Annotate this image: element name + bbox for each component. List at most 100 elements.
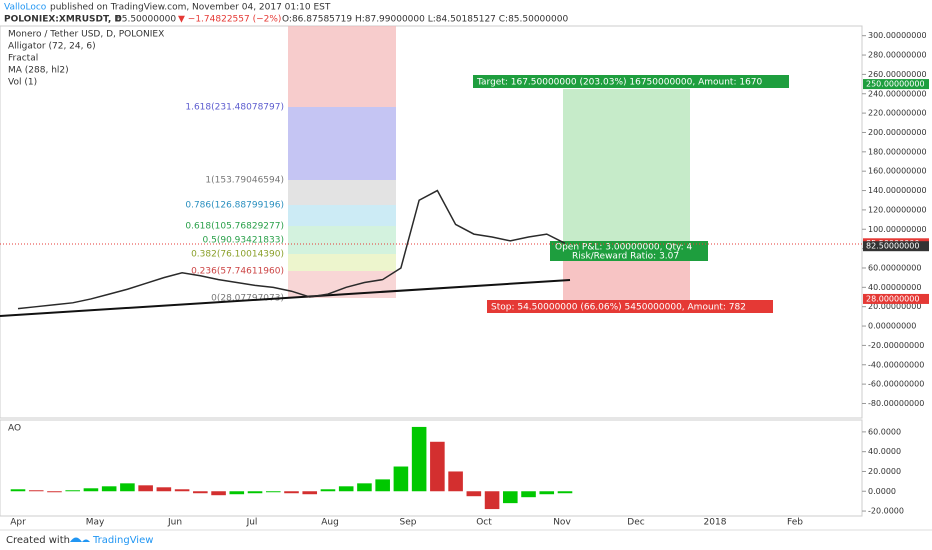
ao-bar [265,491,281,493]
y-tick-label: 40.00000000 [868,283,921,292]
change: ▼ −1.74822557 (−2%) [178,15,281,25]
x-tick-label: 2018 [704,518,727,528]
fib-band [288,226,396,254]
fib-label: 1.618(231.48078797) [185,103,284,113]
ao-bar [101,486,117,492]
price-label-box [863,241,929,252]
fib-label: 1(153.79046594) [205,176,284,186]
ao-bar [557,491,573,494]
ao-tick-label: 40.0000 [868,447,901,456]
ao-bar [28,490,44,492]
fib-label: 0.382(76.10014390) [191,250,284,260]
ratio-text: Risk/Reward Ratio: 3.07 [572,252,679,262]
ao-bar [375,479,390,492]
fib-band [288,26,396,107]
price-label-box [863,79,929,90]
fib-band [288,205,396,226]
ao-bar [47,491,62,493]
y-tick-label: 200.00000000 [868,128,927,137]
ao-bar [357,483,372,492]
x-tick-label: Nov [553,518,571,528]
ao-bar [120,483,135,492]
legend-item: Monero / Tether USD, D, POLONIEX [8,30,164,40]
ao-bar [393,466,409,492]
stop-text: Stop: 54.50000000 (66.06%) 5450000000, A… [491,303,746,313]
ao-bar [448,471,463,492]
ao-bar [430,441,445,492]
fib-band [288,180,396,205]
ao-bar [247,491,263,494]
price-label-box [863,293,929,304]
y-tick-label: 220.00000000 [868,109,927,118]
y-tick-label: 60.00000000 [868,263,921,272]
ao-tick-label: 0.0000 [868,487,896,496]
legend-item: Vol (1) [8,78,37,88]
ao-bar [83,488,99,492]
pnl-box [550,241,708,261]
published: published on TradingView.com, November 0… [50,3,331,13]
symbol: POLONIEX:XMRUSDT, D [4,15,122,25]
y-tick-label: 20.00000000 [868,302,921,311]
y-tick-label: -40.00000000 [868,360,924,369]
price-label: 250.00000000 [866,80,925,89]
main-pane [0,25,863,419]
ao-label: AO [8,424,21,434]
x-tick-label: Jul [246,518,258,528]
target-text: Target: 167.50000000 (203.03%) 167500000… [476,78,763,88]
ao-bar [65,490,80,492]
x-tick-label: Aug [321,518,339,528]
fib-label: 0.786(126.88799196) [185,201,284,211]
ao-bar [211,491,226,496]
ao-bar [411,426,427,492]
y-tick-label: 240.00000000 [868,89,927,98]
stop-box [487,300,773,313]
last: 85.50000000 [116,15,176,25]
ao-bar [539,491,555,495]
y-tick-label: -60.00000000 [868,380,924,389]
fib-label: 0(28.07797073) [211,294,284,304]
ao-bar [466,491,482,497]
footer-brand[interactable]: TradingView [92,535,153,546]
ao-pane [0,419,863,517]
pnl-text: Open P&L: 3.00000000, Qty: 4 [555,243,693,253]
fib-label: 0.618(105.76829277) [185,222,284,232]
target-zone [563,89,690,244]
x-tick-label: Oct [476,518,492,528]
legend-item: Fractal [8,54,38,64]
ohlc: O:86.87585719 H:87.99000000 L:84.5018512… [282,15,568,25]
x-tick-label: Sep [400,518,417,528]
ao-bar [156,487,172,492]
fib-label: 0.236(57.74611960) [191,267,284,277]
fib-label: 0.5(90.93421833) [203,236,284,246]
y-tick-label: 0.00000000 [868,322,916,331]
y-tick-label: 120.00000000 [868,205,927,214]
ao-bar [521,491,536,498]
legend-item: Alligator (72, 24, 6) [8,42,96,52]
author[interactable]: ValloLoco [4,3,47,13]
y-tick-label: 100.00000000 [868,225,927,234]
price-line [17,189,566,310]
footer-created: Created with [6,535,70,546]
brand-logo [70,537,90,542]
ao-tick-label: -20.0000 [868,507,904,516]
trend-line [0,279,571,317]
legend-item: MA (288, hl2) [8,66,69,76]
ao-bar [503,491,518,504]
ao-bar [338,486,354,492]
y-tick-label: -20.00000000 [868,341,924,350]
x-tick-label: Dec [627,518,644,528]
ao-bar [229,491,245,495]
ao-bar [10,489,26,492]
x-tick-label: May [86,518,105,528]
y-tick-label: 140.00000000 [868,186,927,195]
x-tick-label: Feb [787,518,803,528]
ao-bar [284,491,299,494]
ao-tick-label: 20.0000 [868,467,901,476]
y-tick-label: -80.00000000 [868,399,924,408]
y-tick-label: 180.00000000 [868,147,927,156]
ao-bar [320,489,336,492]
x-tick-label: Jun [167,518,182,528]
x-tick-label: Apr [10,518,26,528]
